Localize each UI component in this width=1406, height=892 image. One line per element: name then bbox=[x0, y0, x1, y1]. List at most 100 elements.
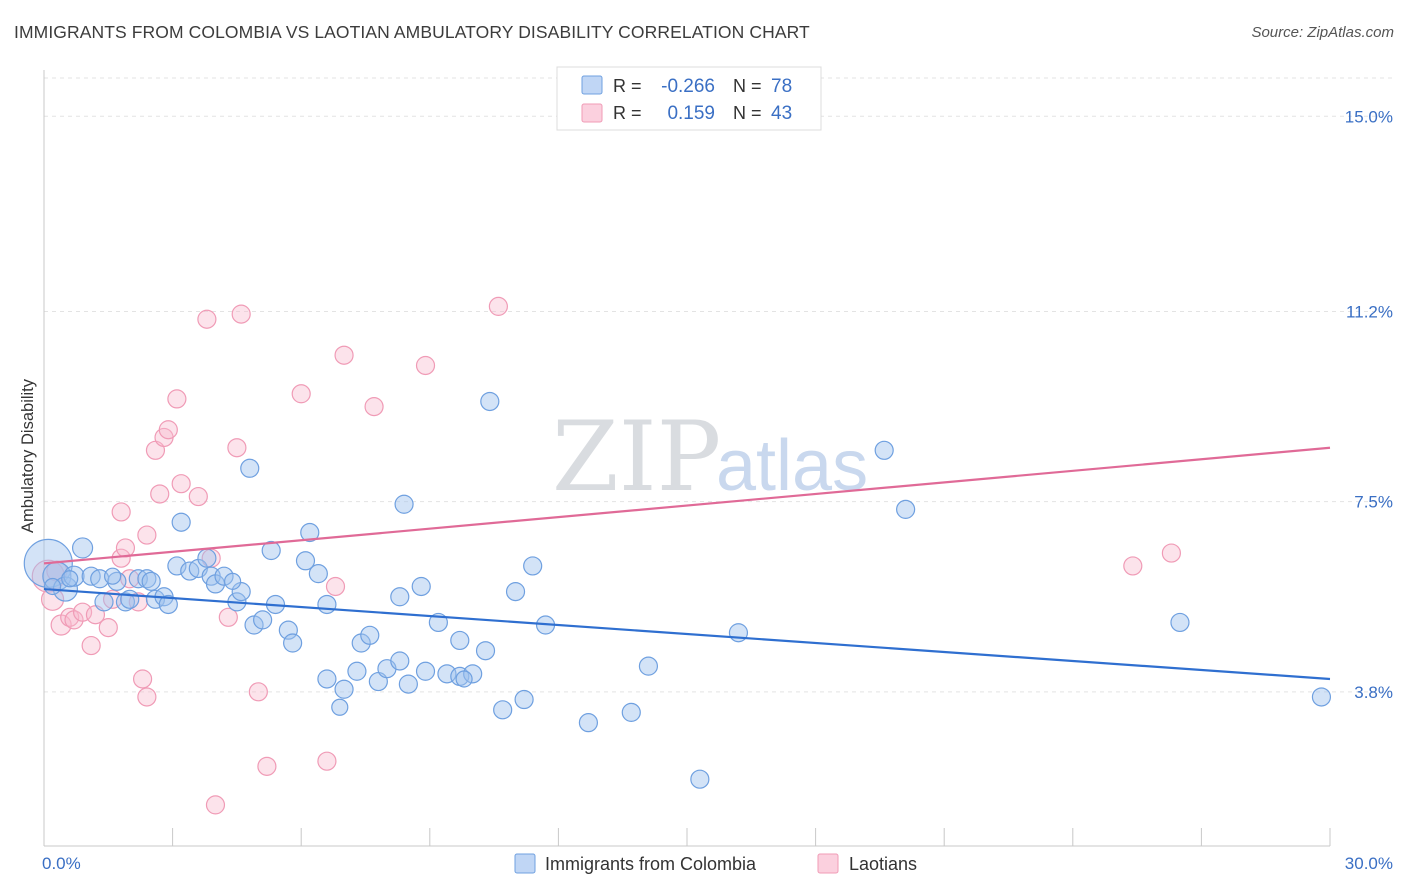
colombia-point bbox=[103, 567, 122, 585]
stats-swatch-colombia bbox=[581, 75, 603, 95]
stats-n-value-laotians: 43 bbox=[771, 103, 792, 124]
x-tick-label-max: 30.0% bbox=[1345, 854, 1393, 873]
colombia-point bbox=[390, 587, 410, 607]
laotians-point bbox=[364, 397, 384, 417]
y-axis-title: Ambulatory Disability bbox=[19, 378, 37, 533]
colombia-point bbox=[638, 656, 659, 676]
laotians-point bbox=[218, 607, 238, 627]
stats-r-value-colombia: -0.266 bbox=[661, 76, 715, 97]
y-tick-label: 11.2% bbox=[1346, 303, 1393, 322]
colombia-point bbox=[475, 641, 496, 661]
colombia-point bbox=[1311, 687, 1332, 707]
colombia-point bbox=[493, 700, 513, 720]
colombia-point bbox=[224, 572, 242, 590]
laotians-point bbox=[81, 635, 101, 656]
colombia-point bbox=[107, 571, 127, 591]
colombia-point bbox=[300, 522, 320, 543]
stats-legend: R = -0.266 N = 78 R = 0.159 N = 43 bbox=[556, 66, 822, 131]
colombia-point bbox=[334, 679, 354, 699]
colombia-point bbox=[690, 769, 710, 789]
laotians-point bbox=[111, 502, 131, 522]
laotians-point bbox=[1161, 543, 1181, 563]
colombia-point bbox=[94, 592, 114, 612]
bottom-legend: Immigrants from Colombia Laotians bbox=[514, 853, 917, 874]
watermark: ZIP atlas bbox=[552, 401, 868, 513]
colombia-point bbox=[450, 630, 470, 651]
colombia-point bbox=[295, 551, 316, 571]
laotians-point bbox=[197, 309, 217, 329]
legend-label-laotians: Laotians bbox=[849, 854, 917, 874]
laotians-point bbox=[334, 345, 354, 365]
laotians-point bbox=[158, 420, 178, 440]
colombia-point bbox=[253, 610, 273, 630]
laotians-point bbox=[137, 525, 157, 545]
colombia-point bbox=[505, 582, 526, 602]
laotians-point bbox=[115, 538, 136, 558]
colombia-point bbox=[455, 670, 473, 688]
colombia-point bbox=[167, 556, 187, 576]
colombia-point bbox=[411, 576, 431, 597]
stats-n-label-colombia: N = bbox=[733, 76, 762, 96]
laotians-point bbox=[132, 669, 153, 689]
colombia-point bbox=[360, 625, 380, 645]
colombia-point bbox=[158, 594, 178, 615]
colombia-trend-line bbox=[43, 587, 1331, 681]
colombia-point bbox=[331, 698, 349, 716]
colombia-point bbox=[394, 494, 414, 514]
laotians-point bbox=[257, 756, 277, 776]
laotians-point bbox=[317, 751, 337, 771]
colombia-point bbox=[480, 391, 500, 412]
laotians-point bbox=[171, 474, 191, 494]
laotians-point bbox=[291, 384, 311, 404]
legend-swatch-colombia bbox=[514, 853, 536, 874]
colombia-point bbox=[171, 512, 191, 532]
y-tick-label: 3.8% bbox=[1354, 683, 1393, 702]
colombia-point bbox=[61, 570, 79, 588]
colombia-point bbox=[141, 571, 161, 591]
colombia-point bbox=[578, 713, 599, 733]
colombia-point bbox=[197, 548, 217, 568]
x-ticks bbox=[43, 828, 1331, 846]
colombia-point bbox=[463, 664, 483, 684]
colombia-point bbox=[214, 566, 234, 586]
laotians-point bbox=[137, 687, 157, 707]
colombia-point bbox=[231, 582, 251, 602]
colombia-point bbox=[390, 651, 410, 671]
colombia-point bbox=[874, 440, 894, 460]
colombia-point bbox=[317, 669, 337, 689]
colombia-point bbox=[261, 540, 281, 561]
colombia-point bbox=[621, 702, 641, 722]
legend-swatch-laotians bbox=[817, 853, 839, 874]
colombia-point bbox=[283, 633, 303, 653]
colombia-point bbox=[896, 499, 916, 519]
stats-r-label-laotians: R = bbox=[613, 103, 642, 123]
colombia-point bbox=[120, 589, 140, 609]
laotians-point bbox=[227, 438, 247, 458]
laotians-point bbox=[150, 484, 170, 504]
laotians-point bbox=[188, 486, 208, 507]
colombia-points bbox=[23, 391, 1332, 789]
stats-r-label-colombia: R = bbox=[613, 76, 642, 96]
x-tick-label-min: 0.0% bbox=[42, 854, 81, 873]
stats-n-label-laotians: N = bbox=[733, 103, 762, 123]
y-tick-label: 7.5% bbox=[1354, 493, 1393, 512]
legend-label-colombia: Immigrants from Colombia bbox=[545, 854, 757, 874]
watermark-atlas: atlas bbox=[716, 426, 868, 506]
stats-swatch-laotians bbox=[581, 103, 603, 123]
stats-n-value-colombia: 78 bbox=[771, 76, 792, 97]
laotians-point bbox=[98, 617, 118, 638]
laotians-point bbox=[205, 795, 226, 815]
colombia-point bbox=[514, 689, 534, 710]
colombia-point bbox=[71, 537, 94, 559]
colombia-point bbox=[1170, 612, 1190, 633]
y-tick-label: 15.0% bbox=[1345, 107, 1393, 126]
laotians-point bbox=[488, 296, 508, 316]
laotians-point bbox=[40, 587, 65, 611]
colombia-point bbox=[398, 674, 418, 694]
laotians-point bbox=[325, 576, 346, 597]
colombia-point bbox=[43, 577, 62, 596]
grid-lines bbox=[44, 77, 1394, 693]
y-tick-labels: 3.8% 7.5% 11.2% 15.0% bbox=[1345, 107, 1393, 702]
trend-lines bbox=[43, 446, 1331, 681]
colombia-point bbox=[347, 661, 367, 681]
